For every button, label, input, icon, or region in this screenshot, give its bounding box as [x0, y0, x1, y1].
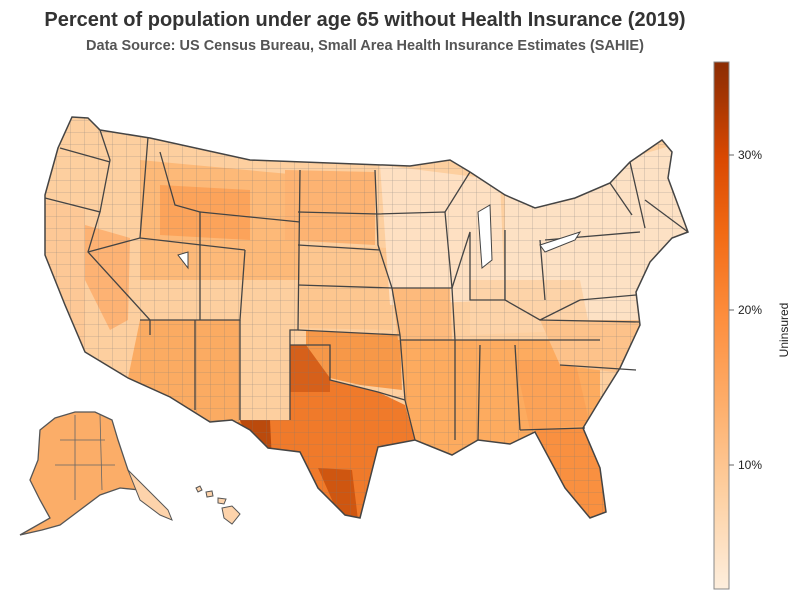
lake-michigan [477, 204, 493, 269]
colorbar-title: Uninsured [777, 303, 791, 358]
chart-title: Percent of population under age 65 witho… [44, 9, 686, 31]
hawaii [195, 485, 241, 525]
colorbar-tick-label: 30% [738, 148, 762, 162]
state-borders [44, 129, 689, 441]
colorbar-tick-label: 10% [738, 458, 762, 472]
colorbar-ramp [713, 61, 730, 590]
lake-salt [177, 251, 189, 270]
alaska [19, 411, 173, 536]
colorbar-ticks: 10% 20% 30% [729, 148, 762, 472]
chart-subtitle: Data Source: US Census Bureau, Small Are… [86, 38, 644, 54]
colorbar-tick-label: 20% [738, 303, 762, 317]
lake-erie [539, 231, 582, 253]
